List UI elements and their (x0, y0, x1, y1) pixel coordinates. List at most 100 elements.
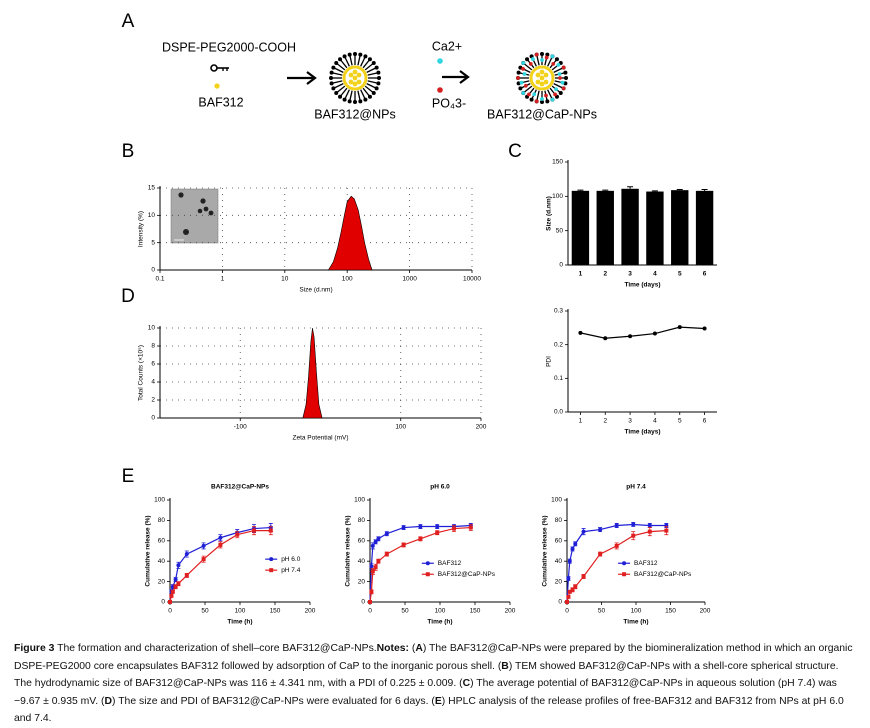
lipid-head (329, 81, 334, 86)
caption-text: ) The BAF312@CaP-NPs were prepared by th… (14, 643, 853, 672)
point (573, 541, 578, 546)
y-axis-label: PDI (546, 356, 553, 367)
lipid-head (353, 52, 357, 56)
y-tick-label: 100 (551, 497, 562, 504)
y-tick-label: 0 (151, 267, 155, 274)
point (418, 536, 423, 541)
caption-text: C (462, 678, 471, 689)
drug (352, 75, 358, 81)
x-tick-label: 200 (505, 608, 516, 615)
lipid-tail (547, 56, 553, 67)
error-bar (577, 189, 584, 191)
x-tick-label: 100 (631, 608, 642, 615)
x-tick-label: 100 (435, 608, 446, 615)
point (435, 530, 440, 535)
lipid-head (545, 99, 550, 104)
point (201, 543, 206, 548)
lipid-tail (523, 63, 533, 71)
point (614, 523, 619, 528)
lipid-tail (332, 80, 343, 84)
legend-label: BAF312 (634, 560, 658, 567)
schematic-label: Ca2+ (432, 39, 462, 53)
cap-particle (554, 87, 558, 92)
cap-particle (540, 97, 544, 101)
point (384, 531, 389, 536)
lipid-head (338, 57, 343, 62)
legend-marker (269, 557, 274, 562)
y-axis-label: Cumulative release (%) (145, 515, 152, 586)
cap-particle (540, 58, 544, 62)
x-tick-label: 50 (598, 608, 606, 615)
cap-nanoparticle (516, 52, 568, 104)
caption-text: Figure 3 (14, 643, 55, 654)
cap-particle (544, 55, 549, 60)
caption-text: D (104, 695, 113, 707)
error-bar (602, 189, 609, 191)
panel-label: A (122, 11, 135, 32)
phosphate-icon (437, 87, 443, 93)
point (176, 563, 181, 568)
cap-particle (519, 80, 524, 85)
lipid-head (558, 90, 563, 95)
point (598, 552, 603, 557)
cap-particle (561, 86, 566, 91)
lipid-head (358, 52, 363, 57)
y-tick-label: 4 (151, 379, 155, 386)
caption-text: ) The average potential of BAF312@CaP-NP… (14, 678, 837, 707)
caption-text: The formation and characterization of sh… (54, 643, 377, 654)
drug (352, 81, 358, 87)
lipid-tail (332, 72, 343, 76)
error-bar (627, 186, 634, 189)
point (401, 525, 406, 530)
caption-text: ) The size and PDI of BAF312@CaP-NPs wer… (112, 695, 435, 707)
series-line (169, 530, 271, 603)
y-tick-label: 0 (151, 415, 155, 422)
y-tick-label: 40 (358, 558, 366, 565)
lipid-tail (523, 85, 533, 93)
x-tick-label: 100 (342, 276, 353, 283)
lipid-head (363, 54, 368, 59)
point (573, 584, 578, 589)
x-tick-label: 1 (579, 418, 583, 425)
point (452, 526, 456, 531)
x-tick-label: 6 (703, 271, 707, 278)
error-bar (676, 188, 683, 191)
y-tick-label: 80 (158, 517, 166, 524)
x-tick-label: 150 (270, 608, 281, 615)
cap-particle (523, 83, 528, 88)
schematic-label: BAF312 (198, 95, 243, 109)
point (570, 587, 575, 592)
point (176, 581, 181, 586)
point (578, 330, 583, 335)
caption-text: ) TEM showed BAF312@CaP-NPs with a shell… (14, 660, 839, 690)
lipid-head (516, 81, 521, 86)
drug (352, 69, 358, 75)
lipid-tail (366, 67, 377, 73)
x-tick-label: 100 (235, 608, 246, 615)
y-tick-label: 40 (158, 558, 166, 565)
lipid-head (563, 81, 568, 86)
point (401, 542, 406, 547)
x-tick-label: 50 (201, 608, 209, 615)
y-tick-label: 15 (148, 185, 156, 192)
bar (695, 190, 714, 265)
caption-text: ) HPLC analysis of the release profiles … (14, 695, 844, 725)
lipid-head (358, 99, 363, 104)
cap-particle (534, 99, 539, 104)
arrow (442, 70, 470, 84)
point (376, 559, 381, 564)
cap-particle (521, 91, 526, 95)
drug (535, 79, 541, 85)
legend-label: BAF312@CaP-NPs (634, 571, 692, 578)
schematic-label: DSPE-PEG2000-COOH (162, 40, 296, 54)
lipid-tail (536, 55, 540, 66)
y-tick-label: 20 (158, 578, 166, 585)
y-axis-label: Intensity (%) (138, 211, 145, 247)
point (468, 525, 473, 530)
y-axis-label: Cumulative release (%) (542, 515, 549, 586)
legend-marker (269, 568, 274, 573)
cap-particle (550, 54, 555, 59)
x-tick-label: 100 (395, 424, 406, 431)
x-tick-label: 200 (476, 424, 487, 431)
